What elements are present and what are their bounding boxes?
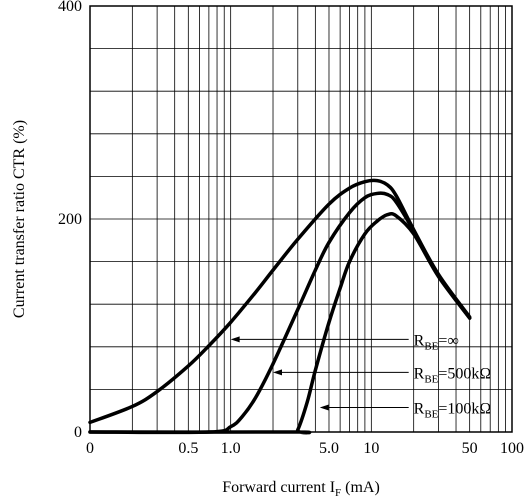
x-tick-label: 0	[86, 440, 94, 457]
annotation-arrowhead	[230, 336, 240, 343]
x-tick-label: 50	[462, 440, 478, 457]
annotation-arrowhead	[273, 369, 283, 376]
series-curves	[88, 178, 472, 435]
series-label-2: RBE=500kΩ	[414, 365, 492, 385]
series-label-1: RBE=∞	[414, 332, 459, 352]
x-tick-label: 5.0	[319, 440, 339, 457]
y-axis-title: Current transfer ratio CTR (%)	[11, 120, 28, 318]
annotation-arrowhead	[319, 404, 329, 411]
x-tick-label: 10	[363, 440, 379, 457]
x-tick-labels: 0 0.5 1.0 5.0 10 50 100	[86, 440, 524, 457]
x-tick-label: 1.0	[221, 440, 241, 457]
x-axis-title: Forward current IF (mA)	[222, 479, 380, 499]
series-label-3: RBE=100kΩ	[414, 401, 492, 421]
series-annotations: RBE=∞ RBE=500kΩ RBE=100kΩ	[230, 332, 492, 421]
x-tick-label: 0.5	[178, 440, 198, 457]
y-tick-label: 400	[58, 0, 82, 15]
y-tick-label: 200	[58, 211, 82, 228]
y-tick-labels: 0 200 400	[58, 0, 82, 441]
series-curve-1	[88, 178, 472, 425]
x-tick-label: 100	[500, 440, 524, 457]
plot-frame	[89, 5, 513, 433]
y-tick-label: 0	[74, 424, 82, 441]
series-curve-2	[88, 191, 472, 435]
